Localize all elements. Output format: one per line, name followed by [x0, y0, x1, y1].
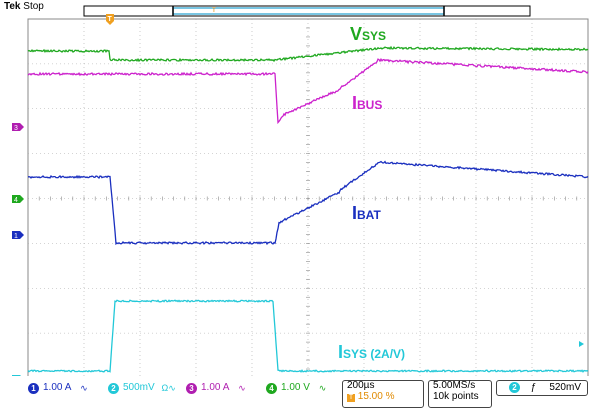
ch1-readout[interactable]: 1 1.00 A ∿ [28, 381, 88, 396]
svg-text:ᵀ: ᵀ [212, 6, 216, 16]
ch3-readout[interactable]: 3 1.00 A ∿ [186, 381, 246, 396]
channel-readouts: 1 1.00 A ∿ 2 500mV Ω∿ 3 1.00 A ∿ 4 1.00 V ∿ [28, 381, 338, 395]
ch1-coupling: ∿ [80, 381, 88, 395]
ibus-label: IBUS [352, 93, 382, 114]
vsys-label: VSYS [350, 24, 386, 45]
trigger-position: T 15.00 % [347, 390, 394, 404]
ch3-scale: 1.00 A [201, 381, 229, 395]
ch4-badge: 4 [266, 383, 277, 394]
ch1-badge: 1 [28, 383, 39, 394]
trigger-level: 520mV [549, 381, 581, 395]
ch4-coupling: ∿ [319, 381, 327, 395]
acquisition-status: Stop [23, 1, 44, 12]
svg-text:4: 4 [14, 197, 18, 204]
svg-text:T: T [108, 16, 113, 23]
brand-label: Tek [4, 1, 21, 12]
scope-status-bar: 1 1.00 A ∿ 2 500mV Ω∿ 3 1.00 A ∿ 4 1.00 V ∿ … [0, 376, 592, 408]
trigger-slope-icon: ƒ [531, 382, 537, 393]
trigger-channel-badge: 2 [509, 382, 520, 393]
ch2-scale: 500mV [123, 381, 155, 395]
ch2-coupling: Ω∿ [161, 381, 175, 395]
ch3-badge: 3 [186, 383, 197, 394]
timebase-box[interactable]: 200µs T 15.00 % [342, 380, 424, 408]
record-length: 10k points [433, 390, 479, 404]
svg-text:1: 1 [14, 233, 18, 240]
record-view-bar: ᵀ [84, 6, 530, 16]
ch4-readout[interactable]: 4 1.00 V ∿ [266, 381, 326, 396]
trigger-box[interactable]: 2 ƒ 520mV [496, 380, 588, 396]
trigger-position-icon: T [347, 394, 355, 402]
ch1-scale: 1.00 A [43, 381, 71, 395]
scope-status-header: Tek Stop [4, 1, 44, 12]
ch2-readout[interactable]: 2 500mV Ω∿ [108, 381, 176, 396]
svg-text:3: 3 [14, 125, 18, 132]
isys-label: ISYS (2A/V) [338, 342, 405, 363]
ch3-coupling: ∿ [238, 381, 246, 395]
ibat-label: IBAT [352, 203, 381, 224]
ch2-badge: 2 [108, 383, 119, 394]
acquisition-box[interactable]: 5.00MS/s 10k points [428, 380, 492, 408]
ch4-scale: 1.00 V [281, 381, 310, 395]
